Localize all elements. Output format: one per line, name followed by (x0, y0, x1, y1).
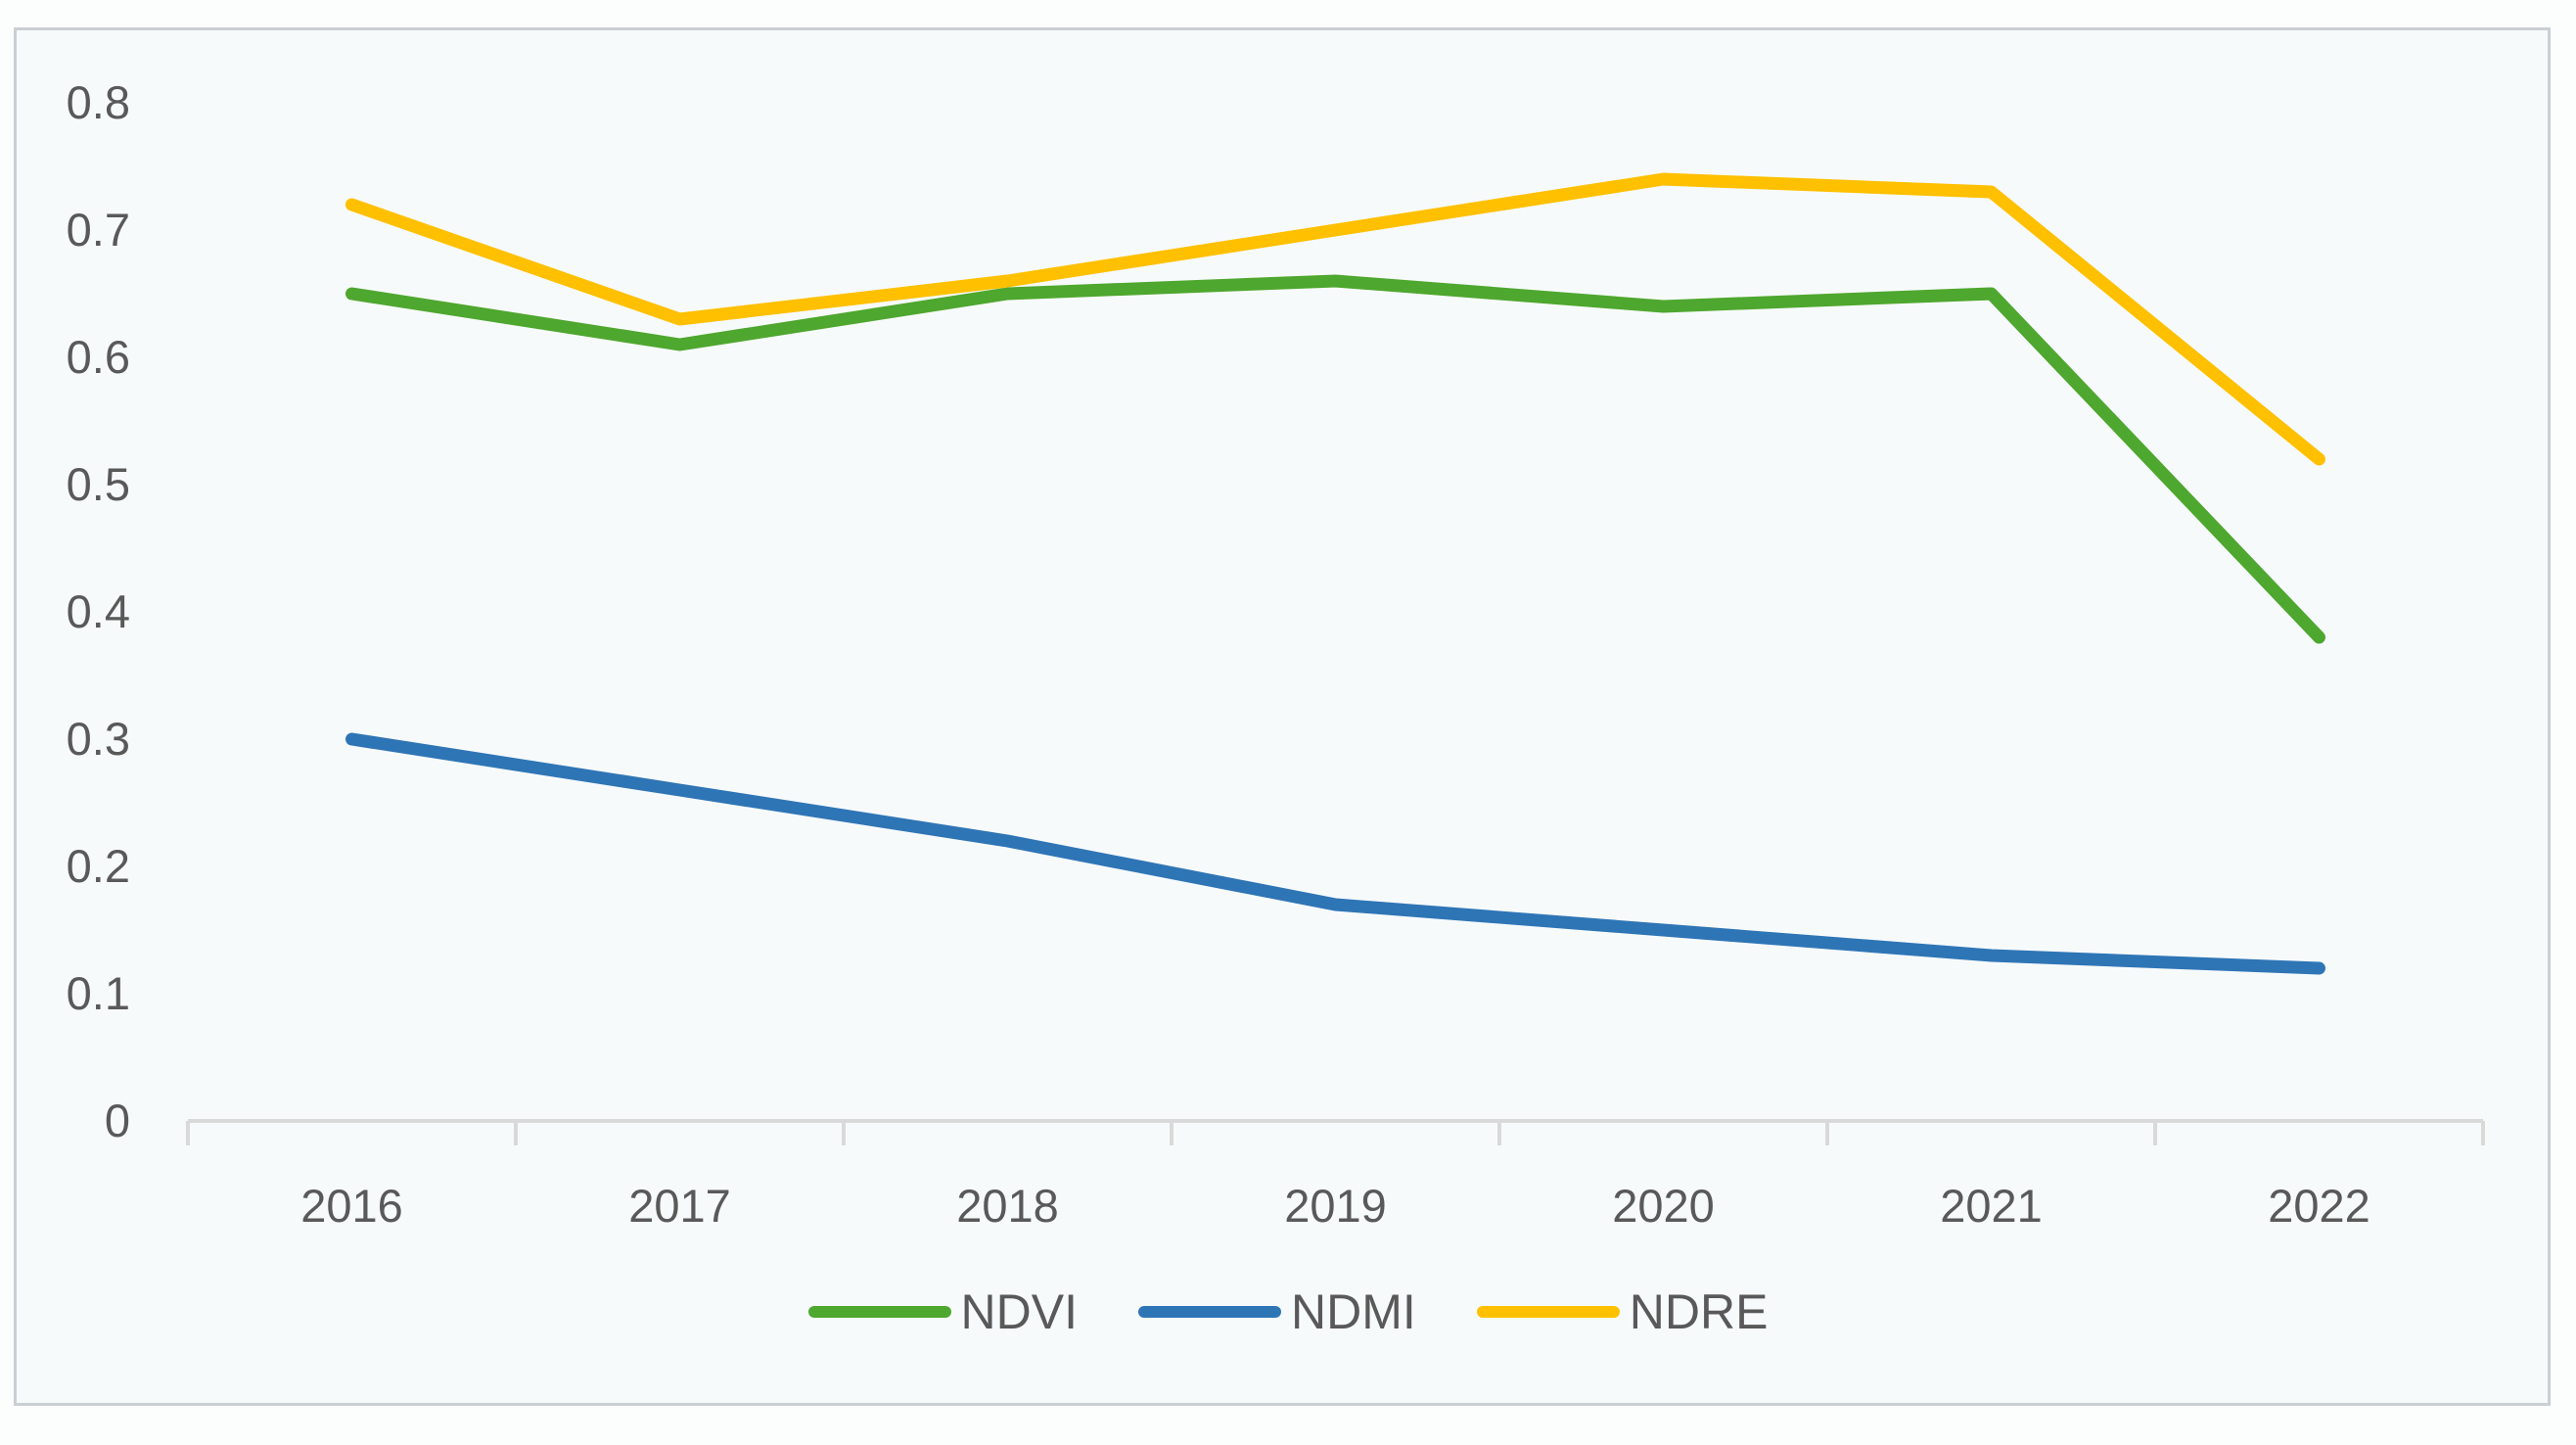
y-axis-tick-label: 0.1 (67, 967, 130, 1019)
legend-label-NDRE: NDRE (1629, 1284, 1769, 1339)
y-axis-tick-label: 0.3 (67, 713, 130, 765)
series-line-NDMI (345, 732, 2325, 975)
legend-swatch-NDMI (1138, 1306, 1281, 1318)
x-axis-tick-label: 2019 (1284, 1180, 1387, 1232)
legend-swatch-NDRE (1476, 1306, 1620, 1318)
y-axis-tick-label: 0.2 (67, 840, 130, 892)
chart-legend: NDVI NDMI NDRE (0, 1278, 2576, 1346)
y-axis-tick-label: 0.8 (67, 76, 130, 128)
x-axis-tick-label: 2021 (1940, 1180, 2043, 1232)
chart-frame (14, 27, 2551, 1406)
x-axis-tick-label: 2018 (956, 1180, 1059, 1232)
y-axis-tick-label: 0 (105, 1095, 130, 1146)
legend-item-NDRE: NDRE (1476, 1284, 1769, 1339)
series-line-NDRE (345, 172, 2325, 466)
legend-swatch-NDVI (807, 1306, 951, 1318)
x-axis-tick-label: 2016 (300, 1180, 403, 1232)
legend-item-NDMI: NDMI (1138, 1287, 1416, 1336)
legend-item-NDVI: NDVI (807, 1284, 1078, 1339)
series-line-NDVI (345, 274, 2325, 644)
y-axis-tick-label: 0.5 (67, 458, 130, 510)
legend-label-NDMI: NDMI (1291, 1284, 1416, 1339)
y-axis-tick-label: 0.7 (67, 204, 130, 256)
x-axis-tick-label: 2017 (628, 1180, 731, 1232)
y-axis-tick-label: 0.6 (67, 331, 130, 383)
y-axis-tick-label: 0.4 (67, 585, 130, 637)
x-axis-tick-label: 2022 (2268, 1180, 2370, 1232)
legend-label-NDVI: NDVI (960, 1284, 1078, 1339)
x-axis-tick-label: 2020 (1612, 1180, 1715, 1232)
